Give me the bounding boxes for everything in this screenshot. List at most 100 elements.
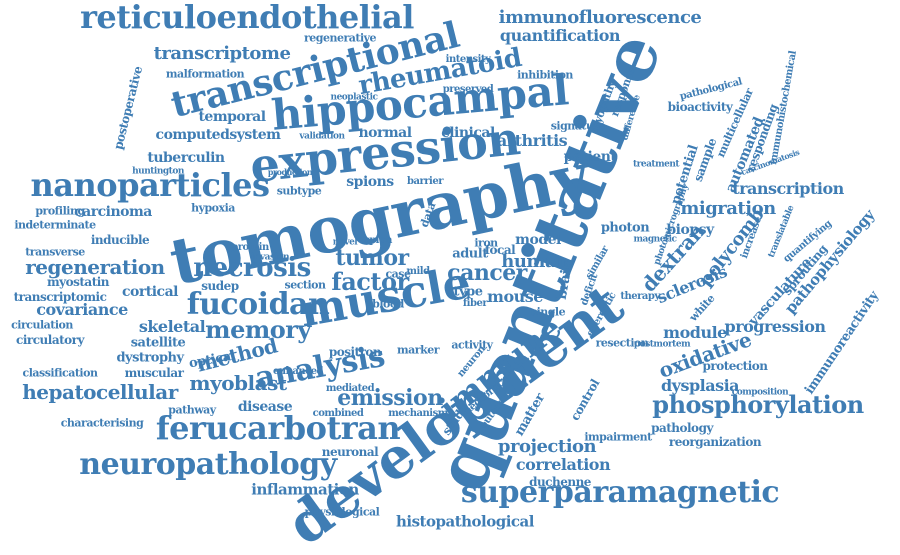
cloud-word: profiling	[35, 204, 85, 218]
cloud-word: subtype	[276, 184, 322, 198]
cloud-word: positron	[328, 345, 382, 359]
cloud-word: muscular	[124, 366, 184, 380]
cloud-word: emission	[337, 385, 443, 411]
cloud-word: reorganization	[668, 435, 762, 449]
cloud-word: magnetic	[633, 234, 677, 245]
cloud-word: section	[284, 278, 326, 292]
cloud-word: dysplasia	[660, 376, 740, 395]
cloud-word: novel	[332, 237, 358, 248]
cloud-word: dystrophy	[116, 350, 184, 366]
cloud-word: quantification	[499, 26, 621, 45]
cloud-word: type	[453, 284, 483, 300]
cloud-word: skeletal	[138, 317, 206, 336]
cloud-word: disease	[237, 399, 293, 415]
cloud-word: factor	[331, 267, 409, 296]
cloud-word: sudep	[201, 279, 239, 293]
cloud-word: cancer	[447, 260, 527, 286]
cloud-word: necrosis	[193, 253, 311, 283]
cloud-word: blood	[372, 297, 404, 311]
cloud-word: fiber	[462, 298, 488, 309]
cloud-word: normal	[358, 125, 412, 141]
cloud-word: fucoidan	[186, 287, 330, 322]
cloud-word: progression	[724, 317, 826, 336]
cloud-word: therapy	[620, 291, 660, 302]
cloud-word: adult	[452, 246, 488, 262]
cloud-word: impairment	[584, 430, 652, 444]
cloud-word: satellite	[130, 335, 186, 351]
cloud-word: intensity	[445, 54, 491, 65]
cloud-word: tuberculin	[147, 150, 225, 166]
cloud-word: phosphorylation	[652, 390, 864, 419]
cloud-word: protection	[702, 359, 768, 373]
cloud-word: resection	[595, 336, 649, 350]
cloud-word: transcriptomic	[13, 290, 107, 304]
cloud-word: human	[501, 251, 569, 272]
cloud-word: protein	[231, 242, 269, 253]
cloud-word: nanoparticles	[30, 166, 270, 204]
cloud-word: neoplastic	[330, 92, 378, 103]
cloud-word: indeterminate	[14, 218, 96, 232]
cloud-word: invasion	[250, 252, 290, 263]
cloud-word: duchenne	[529, 475, 591, 489]
cloud-word: mouse	[487, 287, 543, 306]
cloud-word: inducible	[90, 233, 150, 247]
cloud-word: single	[530, 305, 566, 319]
cloud-word: pathological	[678, 76, 744, 103]
cloud-word: cortical	[122, 284, 178, 300]
cloud-word: control	[567, 377, 603, 423]
cloud-word: focal	[484, 243, 516, 257]
cloud-word: immunoreactivity	[802, 288, 882, 398]
cloud-word: composition	[731, 387, 789, 398]
cloud-word: myoblast	[189, 371, 287, 395]
cloud-word: pathology	[651, 421, 713, 435]
cloud-word: barrier	[407, 176, 443, 187]
cloud-word: neuropathology	[79, 447, 337, 482]
cloud-word: case	[385, 267, 411, 281]
cloud-word: inflammation	[251, 480, 359, 499]
cloud-word: hepatocellular	[22, 380, 178, 404]
cloud-word: white	[686, 292, 718, 324]
cloud-word: spions	[346, 174, 394, 190]
cloud-word: clinical	[441, 125, 495, 141]
cloud-word: arthritis	[496, 131, 568, 150]
cloud-word: tumor	[335, 245, 409, 271]
cloud-word: hypoxia	[191, 201, 235, 215]
cloud-word: circulatory	[16, 333, 84, 347]
cloud-word: characterising	[60, 416, 144, 430]
cloud-word: immunofluorescence	[498, 7, 702, 28]
cloud-word: temporal	[198, 109, 266, 125]
cloud-word: inhibition	[517, 68, 573, 82]
cloud-word: migration	[680, 198, 776, 219]
cloud-word: physiological	[304, 505, 380, 519]
cloud-word: huntington	[132, 166, 184, 177]
cloud-word: neuronal	[321, 445, 379, 459]
cloud-word: marker	[397, 343, 439, 357]
cloud-word: activity	[451, 338, 493, 352]
cloud-word: postmortem	[633, 339, 691, 350]
cloud-word: mechanism	[388, 408, 448, 419]
cloud-word: biopsy	[666, 222, 714, 238]
cloud-word: transcriptome	[153, 43, 291, 64]
cloud-word: module	[663, 323, 727, 342]
cloud-word: memory	[205, 315, 311, 344]
cloud-word: reticuloendothelial	[80, 0, 414, 36]
cloud-word: treatment	[632, 159, 680, 170]
cloud-word: correlation	[515, 455, 611, 474]
cloud-word: signature	[550, 119, 606, 133]
cloud-word: regeneration	[25, 255, 165, 279]
cloud-word: spion	[364, 235, 392, 246]
cloud-word: validation	[299, 131, 345, 142]
cloud-word: mediated	[325, 383, 375, 394]
cloud-word: postoperative	[110, 65, 146, 151]
cloud-word: combined	[312, 408, 364, 419]
cloud-word: circulation	[11, 318, 73, 332]
cloud-word: transcription	[732, 179, 844, 198]
cloud-word: superparamagnetic	[460, 475, 780, 510]
cloud-word: ferucarbotran	[155, 409, 401, 447]
cloud-word: malformation	[165, 67, 245, 81]
cloud-word: preserved	[442, 84, 494, 95]
cloud-word: classification	[22, 366, 98, 380]
cloud-word: bioactivity	[667, 100, 733, 114]
cloud-word: regenerative	[303, 31, 377, 45]
